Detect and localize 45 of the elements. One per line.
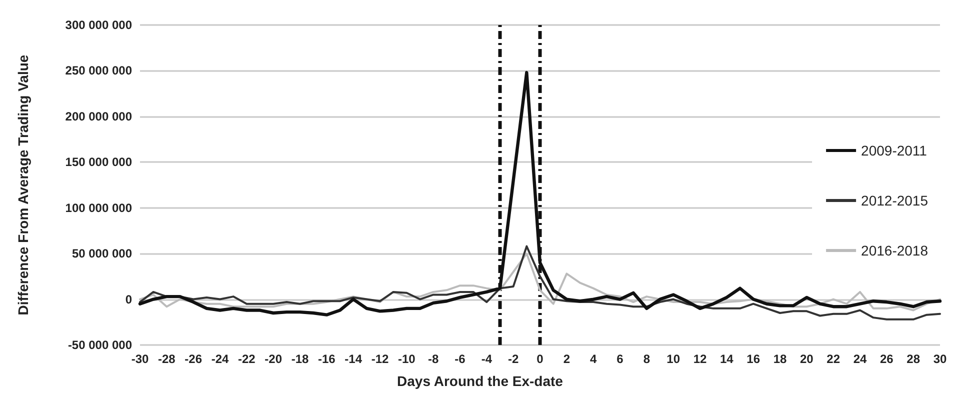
y-tick-label: 50 000 000 xyxy=(72,246,132,261)
y-tick-label: 150 000 000 xyxy=(65,155,132,170)
y-tick-label: 100 000 000 xyxy=(65,200,132,215)
x-tick-label: 6 xyxy=(616,352,624,366)
legend-label: 2009-2011 xyxy=(861,142,928,158)
x-tick-label: 10 xyxy=(666,352,680,366)
x-tick-label: -24 xyxy=(211,352,229,366)
x-tick-label: -18 xyxy=(291,352,309,366)
x-tick-label: -10 xyxy=(398,352,416,366)
line-series xyxy=(139,245,941,320)
legend-label: 2012-2015 xyxy=(861,192,928,208)
x-tick-label: 30 xyxy=(933,352,947,366)
x-tick-label: -14 xyxy=(344,352,362,366)
y-tick-label: 200 000 000 xyxy=(65,109,132,124)
x-tick-label: -22 xyxy=(238,352,256,366)
x-tick-label: 22 xyxy=(826,352,840,366)
x-tick-label: 26 xyxy=(880,352,894,366)
x-axis-title: Days Around the Ex-date xyxy=(397,373,564,389)
x-tick-label: 8 xyxy=(643,352,650,366)
x-tick-label: 14 xyxy=(720,352,734,366)
x-tick-label: 16 xyxy=(746,352,760,366)
y-tick-label: 0 xyxy=(125,292,132,306)
x-tick-label: -28 xyxy=(158,352,176,366)
x-tick-label: -8 xyxy=(428,352,439,366)
x-tick-label: 18 xyxy=(773,352,787,366)
x-tick-label: -30 xyxy=(131,352,149,366)
x-tick-label: 4 xyxy=(590,352,597,366)
x-tick-label: -6 xyxy=(454,352,466,366)
x-tick-label: 0 xyxy=(536,352,544,366)
x-tick-label: 28 xyxy=(906,352,920,366)
legend-label: 2016-2018 xyxy=(861,242,928,258)
x-tick-label: 2 xyxy=(563,352,570,366)
x-tick-label: -4 xyxy=(481,352,492,366)
x-tick-label: -20 xyxy=(264,352,282,366)
x-tick-label: -2 xyxy=(508,352,519,366)
y-tick-label: 300 000 000 xyxy=(65,18,132,32)
x-tick-label: 12 xyxy=(693,352,707,366)
x-tick-label: -26 xyxy=(184,352,202,366)
x-tick-label: 24 xyxy=(853,352,867,366)
x-tick-label: -16 xyxy=(318,352,336,366)
y-tick-label: -50 000 000 xyxy=(68,338,132,352)
y-axis-title: Difference From Average Trading Value xyxy=(15,54,31,316)
y-tick-label: 250 000 000 xyxy=(65,64,132,78)
x-tick-label: -12 xyxy=(371,352,389,366)
x-tick-label: 20 xyxy=(800,352,814,366)
